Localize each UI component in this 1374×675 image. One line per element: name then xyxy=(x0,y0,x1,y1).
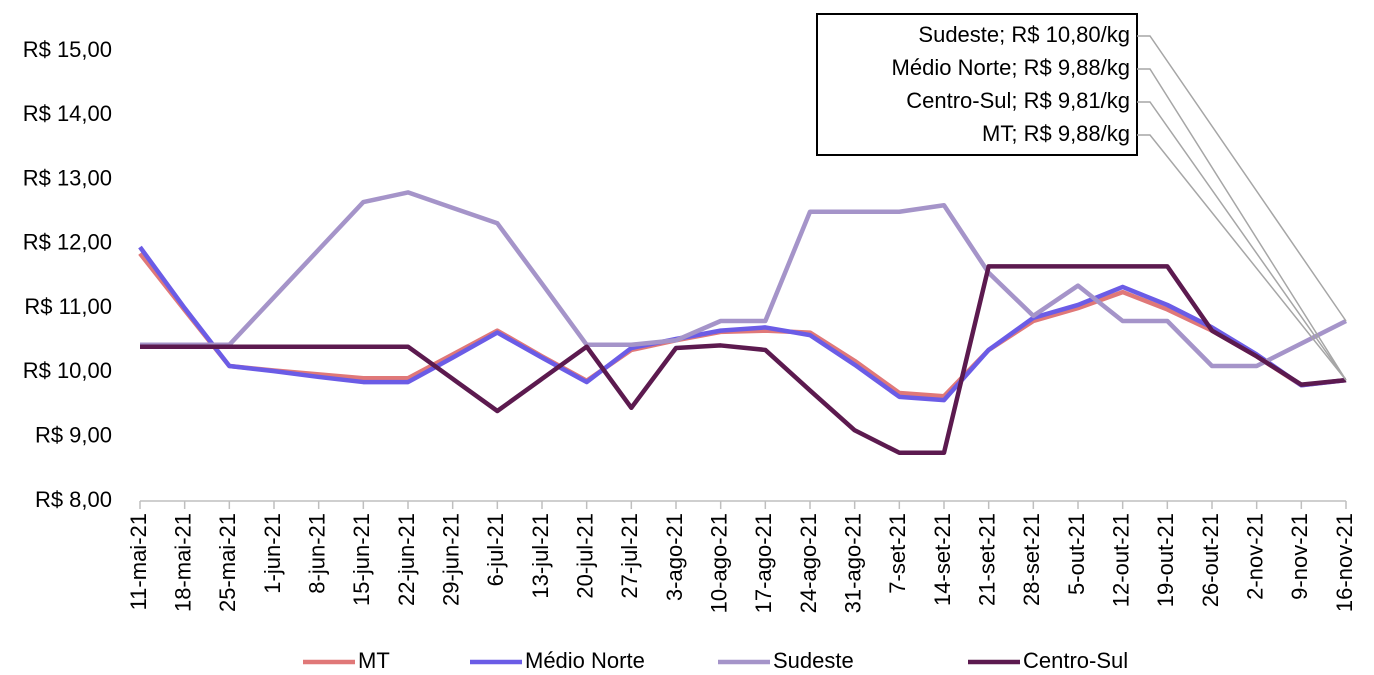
x-tick-label: 26-out-21 xyxy=(1198,513,1223,607)
y-tick-label: R$ 14,00 xyxy=(23,101,112,126)
series-line xyxy=(140,190,1348,369)
y-tick-label: R$ 8,00 xyxy=(35,487,112,512)
x-tick-label: 2-nov-21 xyxy=(1242,513,1267,600)
x-tick-label: 20-jul-21 xyxy=(572,513,597,599)
x-tick-label: 16-nov-21 xyxy=(1332,513,1357,612)
x-tick-label: 15-jun-21 xyxy=(349,513,374,606)
leader-line xyxy=(1137,68,1347,381)
y-tick-label: R$ 13,00 xyxy=(23,165,112,190)
x-tick-label: 28-set-21 xyxy=(1019,513,1044,606)
legend-label: MT xyxy=(358,648,390,673)
legend-label: Centro-Sul xyxy=(1023,648,1128,673)
series-line xyxy=(138,245,1347,403)
x-tick-label: 3-ago-21 xyxy=(662,513,687,601)
x-tick-label: 17-ago-21 xyxy=(751,513,776,613)
leader-line xyxy=(1137,35,1347,322)
legend-label: Médio Norte xyxy=(525,648,645,673)
x-tick-label: 5-out-21 xyxy=(1064,513,1089,595)
x-tick-label: 9-nov-21 xyxy=(1287,513,1312,600)
x-tick-label: 19-out-21 xyxy=(1153,513,1178,607)
y-tick-label: R$ 15,00 xyxy=(23,37,112,62)
x-tick-label: 10-ago-21 xyxy=(706,513,731,613)
x-tick-label: 1-jun-21 xyxy=(260,513,285,594)
series-line xyxy=(138,252,1347,399)
leader-line xyxy=(1137,134,1347,381)
x-tick-label: 14-set-21 xyxy=(930,513,955,606)
x-tick-label: 24-ago-21 xyxy=(796,513,821,613)
y-tick-label: R$ 10,00 xyxy=(23,358,112,383)
x-tick-label: 31-ago-21 xyxy=(840,513,865,613)
leader-line xyxy=(1137,101,1347,381)
x-tick-label: 29-jun-21 xyxy=(438,513,463,606)
annotation: MT; R$ 9,88/kg xyxy=(982,121,1130,146)
x-tick-label: 18-mai-21 xyxy=(170,513,195,612)
annotation: Médio Norte; R$ 9,88/kg xyxy=(892,55,1130,80)
x-tick-label: 21-set-21 xyxy=(974,513,999,606)
x-tick-label: 12-out-21 xyxy=(1108,513,1133,607)
x-tick-label: 8-jun-21 xyxy=(304,513,329,594)
y-tick-label: R$ 12,00 xyxy=(23,230,112,255)
x-tick-label: 11-mai-21 xyxy=(126,513,151,610)
x-tick-label: 27-jul-21 xyxy=(617,513,642,599)
series-line xyxy=(140,264,1347,456)
x-tick-label: 7-set-21 xyxy=(885,513,910,594)
annotation: Centro-Sul; R$ 9,81/kg xyxy=(906,88,1130,113)
y-tick-label: R$ 11,00 xyxy=(24,294,112,319)
annotation-box xyxy=(816,13,1138,156)
x-tick-label: 6-jul-21 xyxy=(483,513,508,586)
y-tick-label: R$ 9,00 xyxy=(35,423,112,448)
x-tick-label: 13-jul-21 xyxy=(528,513,553,599)
x-tick-label: 25-mai-21 xyxy=(215,513,240,612)
annotation: Sudeste; R$ 10,80/kg xyxy=(918,22,1130,47)
legend-label: Sudeste xyxy=(773,648,854,673)
x-tick-label: 22-jun-21 xyxy=(394,513,419,606)
